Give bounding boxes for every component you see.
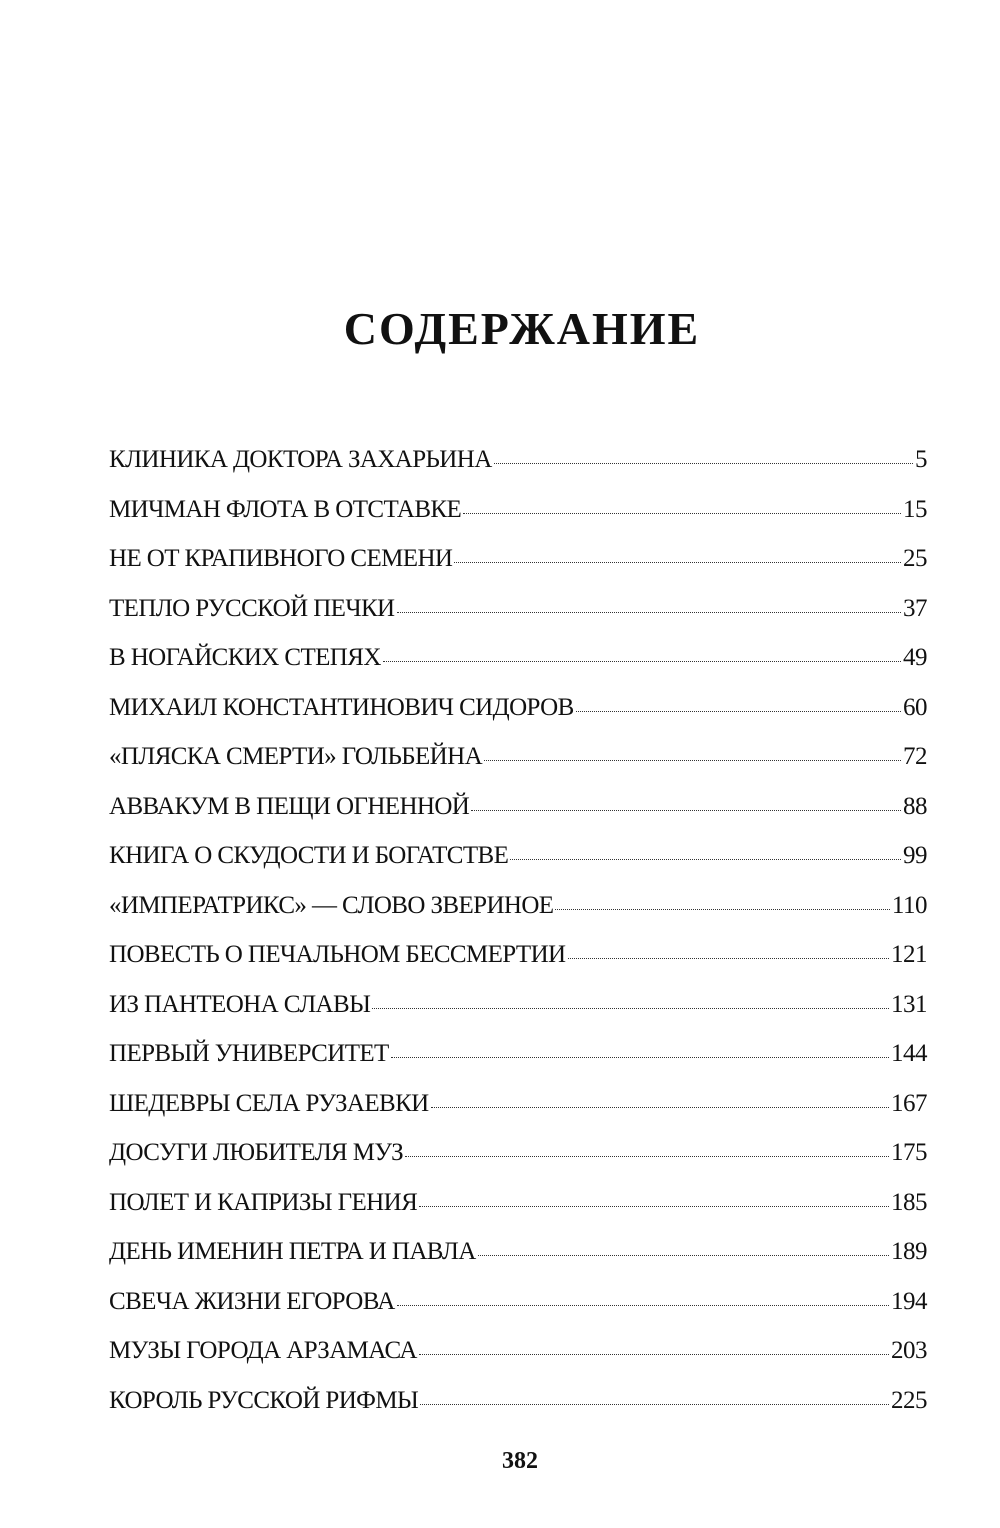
toc-entry-title: НЕ ОТ КРАПИВНОГО СЕМЕНИ [109,545,453,572]
toc-entry: ДОСУГИ ЛЮБИТЕЛЯ МУЗ 175 [109,1139,928,1189]
toc-entry: МИЧМАН ФЛОТА В ОТСТАВКЕ 15 [109,495,928,546]
toc-entry-title: ИЗ ПАНТЕОНА СЛАВЫ [109,990,371,1018]
toc-entry-title: МИХАИЛ КОНСТАНТИНОВИЧ СИДОРОВ [109,693,574,721]
dot-leader [420,1403,889,1405]
dot-leader [372,1007,889,1009]
toc-entry-page: 88 [903,792,928,820]
dot-leader [463,512,901,514]
toc-entry: КОРОЛЬ РУССКОЙ РИФМЫ 225 [109,1386,928,1437]
toc-entry-title: ДЕНЬ ИМЕНИН ПЕТРА И ПАВЛА [109,1238,476,1265]
toc-entry-title: ДОСУГИ ЛЮБИТЕЛЯ МУЗ [109,1139,404,1166]
toc-entry: В НОГАЙСКИХ СТЕПЯХ 49 [109,644,928,694]
toc-entry-title: ТЕПЛО РУССКОЙ ПЕЧКИ [109,594,395,622]
toc-entry: «ПЛЯСКА СМЕРТИ» ГОЛЬБЕЙНА 72 [109,743,928,793]
toc-entry-title: В НОГАЙСКИХ СТЕПЯХ [109,644,381,671]
toc-entry-page: 189 [891,1238,928,1265]
toc-entry: НЕ ОТ КРАПИВНОГО СЕМЕНИ 25 [109,545,928,595]
toc-entry-title: КЛИНИКА ДОКТОРА ЗАХАРЬИНА [109,446,492,473]
toc-entry-page: 175 [891,1139,928,1166]
toc-entry-page: 121 [891,941,928,968]
toc-entry-title: ПЕРВЫЙ УНИВЕРСИТЕТ [109,1040,389,1067]
toc-entry-title: КОРОЛЬ РУССКОЙ РИФМЫ [109,1386,419,1414]
dot-leader [484,760,901,761]
dot-leader [396,1304,889,1306]
toc-entry-title: ШЕДЕВРЫ СЕЛА РУЗАЕВКИ [109,1089,429,1117]
toc-entry-title: «ИМПЕРАТРИКС» — СЛОВО ЗВЕРИНОЕ [109,891,554,919]
toc-entry-title: КНИГА О СКУДОСТИ И БОГАТСТВЕ [109,842,509,869]
dot-leader [454,562,901,563]
toc-entry-page: 60 [903,693,928,721]
toc-entry-page: 72 [903,743,928,770]
toc-entry-page: 25 [903,545,928,572]
toc-entry: ШЕДЕВРЫ СЕЛА РУЗАЕВКИ 167 [109,1089,928,1140]
toc-entry-title: МУЗЫ ГОРОДА АРЗАМАСА [109,1337,417,1364]
toc-entry-page: 194 [891,1287,928,1315]
toc-entry-page: 99 [903,842,928,869]
toc-entry-page: 5 [915,446,928,473]
dot-leader [575,710,901,712]
toc-entry-title: МИЧМАН ФЛОТА В ОТСТАВКЕ [109,495,462,523]
toc-entry: АВВАКУМ В ПЕЩИ ОГНЕННОЙ 88 [109,792,928,843]
toc-entry-page: 49 [903,644,928,671]
page-number: 382 [502,1448,538,1474]
toc-entry-title: АВВАКУМ В ПЕЩИ ОГНЕННОЙ [109,792,470,820]
toc-entry: «ИМПЕРАТРИКС» — СЛОВО ЗВЕРИНОЕ 110 [109,891,928,942]
toc-entry: МИХАИЛ КОНСТАНТИНОВИЧ СИДОРОВ 60 [109,693,928,744]
dot-leader [396,611,901,613]
toc-entry-page: 203 [891,1337,928,1364]
page-title: СОДЕРЖАНИЕ [343,303,701,354]
toc-entry-title: СВЕЧА ЖИЗНИ ЕГОРОВА [109,1287,395,1315]
dot-leader [567,958,889,959]
dot-leader [419,1205,889,1207]
toc-entry-title: ПОВЕСТЬ О ПЕЧАЛЬНОМ БЕССМЕРТИИ [109,941,566,968]
toc-entry-page: 110 [891,891,928,919]
toc-entry-page: 185 [891,1188,928,1216]
dot-leader [405,1156,889,1157]
toc-entry: ПОЛЕТ И КАПРИЗЫ ГЕНИЯ 185 [109,1188,928,1239]
table-of-contents: КЛИНИКА ДОКТОРА ЗАХАРЬИНА 5 МИЧМАН ФЛОТА В… [109,446,928,1437]
dot-leader [493,463,913,464]
toc-entry: СВЕЧА ЖИЗНИ ЕГОРОВА 194 [109,1287,928,1338]
toc-entry-page: 37 [903,594,928,622]
toc-entry-page: 225 [891,1386,928,1414]
toc-entry-page: 15 [903,495,928,523]
toc-entry-page: 131 [891,990,928,1018]
toc-entry: ПЕРВЫЙ УНИВЕРСИТЕТ 144 [109,1040,928,1090]
dot-leader [390,1057,889,1058]
toc-entry: ИЗ ПАНТЕОНА СЛАВЫ 131 [109,990,928,1041]
toc-entry: ДЕНЬ ИМЕНИН ПЕТРА И ПАВЛА 189 [109,1238,928,1288]
dot-leader [382,661,901,662]
dot-leader [418,1354,889,1355]
dot-leader [477,1255,889,1256]
toc-entry: ТЕПЛО РУССКОЙ ПЕЧКИ 37 [109,594,928,645]
dot-leader [430,1106,889,1108]
dot-leader [471,809,901,811]
toc-entry-title: «ПЛЯСКА СМЕРТИ» ГОЛЬБЕЙНА [109,743,483,770]
toc-entry: ПОВЕСТЬ О ПЕЧАЛЬНОМ БЕССМЕРТИИ 121 [109,941,928,991]
dot-leader [510,859,901,860]
toc-entry-page: 144 [891,1040,928,1067]
toc-entry-page: 167 [891,1089,928,1117]
dot-leader [555,908,890,910]
toc-entry: МУЗЫ ГОРОДА АРЗАМАСА 203 [109,1337,928,1387]
toc-entry: КЛИНИКА ДОКТОРА ЗАХАРЬИНА 5 [109,446,928,496]
toc-entry-title: ПОЛЕТ И КАПРИЗЫ ГЕНИЯ [109,1188,418,1216]
toc-entry: КНИГА О СКУДОСТИ И БОГАТСТВЕ 99 [109,842,928,892]
